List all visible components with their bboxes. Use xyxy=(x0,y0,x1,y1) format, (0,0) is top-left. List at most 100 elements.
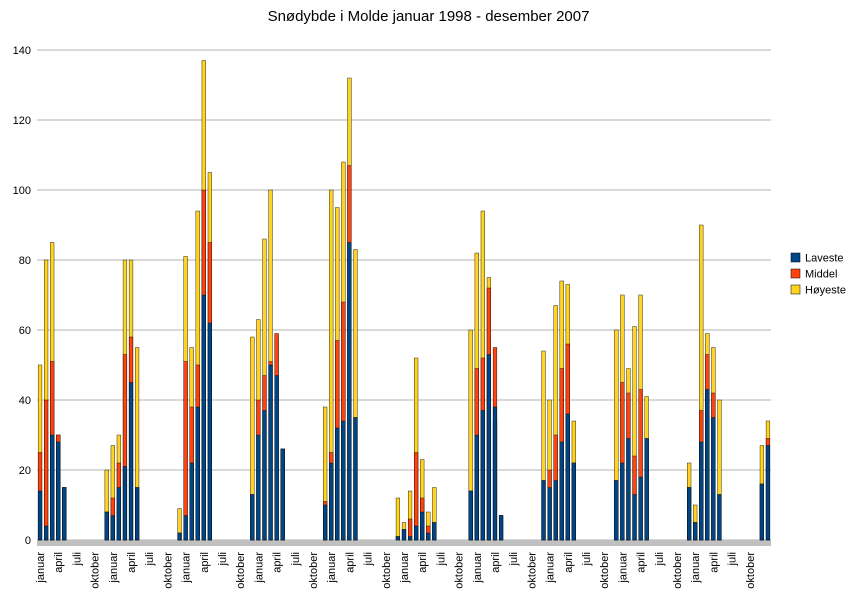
bar-laveste-26 xyxy=(195,406,200,541)
x-tick-label: juli xyxy=(144,552,156,566)
bar-laveste-98 xyxy=(632,494,637,541)
x-tick-label: april xyxy=(126,552,138,573)
x-tick-label: oktober xyxy=(308,552,320,589)
bar-laveste-50 xyxy=(341,420,346,541)
bar-laveste-74 xyxy=(486,354,492,541)
bar-laveste-4 xyxy=(62,487,67,541)
x-tick-label: januar xyxy=(326,552,338,584)
bar-laveste-112 xyxy=(717,494,722,541)
x-tick-label: juli xyxy=(435,552,447,566)
x-tick-label: januar xyxy=(399,552,411,584)
bars xyxy=(37,60,771,541)
y-tick-label: 0 xyxy=(25,535,31,547)
x-tick-label: oktober xyxy=(90,552,102,589)
bar-laveste-110 xyxy=(705,389,710,541)
bar-laveste-49 xyxy=(335,427,340,541)
bar-laveste-48 xyxy=(329,462,334,541)
x-tick-label: oktober xyxy=(235,552,247,589)
bar-laveste-99 xyxy=(638,476,643,541)
bar-laveste-60 xyxy=(401,529,407,541)
bar-laveste-14 xyxy=(122,466,128,541)
x-tick-label: januar xyxy=(472,552,484,584)
x-tick-label: juli xyxy=(508,552,520,566)
x-tick-label: juli xyxy=(363,552,375,566)
y-tick-label: 40 xyxy=(19,395,31,407)
gridlines xyxy=(37,49,771,541)
x-tick-label: januar xyxy=(253,552,265,584)
legend-label-middel: Middel xyxy=(805,269,837,281)
y-tick-label: 140 xyxy=(13,45,31,57)
bar-laveste-119 xyxy=(759,483,764,541)
y-tick-label: 80 xyxy=(19,255,31,267)
bar-laveste-100 xyxy=(644,438,649,541)
x-tick-label: april xyxy=(636,552,648,573)
x-tick-label: januar xyxy=(545,552,557,584)
x-tick-label: oktober xyxy=(381,552,393,589)
bar-laveste-83 xyxy=(541,480,546,541)
bar-laveste-64 xyxy=(426,532,431,541)
legend-swatch-høyeste xyxy=(790,284,801,295)
bar-laveste-87 xyxy=(565,413,570,541)
bar-laveste-25 xyxy=(189,462,194,541)
x-tick-label: april xyxy=(708,552,720,573)
bar-laveste-65 xyxy=(432,522,437,541)
x-tick-label: oktober xyxy=(454,552,466,589)
bar-laveste-107 xyxy=(687,487,692,541)
bar-laveste-63 xyxy=(420,511,425,541)
bar-laveste-52 xyxy=(353,417,358,541)
bar-laveste-37 xyxy=(262,410,267,541)
bar-laveste-47 xyxy=(323,504,328,541)
x-tick-label: januar xyxy=(108,552,120,584)
bar-laveste-111 xyxy=(711,417,716,541)
bar-laveste-85 xyxy=(553,480,558,541)
bar-laveste-2 xyxy=(50,434,55,541)
bar-middel-1 xyxy=(44,399,49,541)
bar-laveste-36 xyxy=(256,434,261,541)
bar-høyeste-59 xyxy=(395,497,401,541)
legend-label-laveste: Laveste xyxy=(805,253,844,265)
bar-laveste-15 xyxy=(128,382,134,541)
bar-laveste-72 xyxy=(474,434,479,541)
bar-laveste-39 xyxy=(274,375,279,541)
chart-title: Snødybde i Molde januar 1998 - desember … xyxy=(267,8,590,25)
bar-laveste-73 xyxy=(480,410,485,541)
x-tick-label: april xyxy=(417,552,429,573)
x-tick-label: juli xyxy=(71,552,83,566)
x-tick-label: juli xyxy=(217,552,229,566)
bar-laveste-88 xyxy=(571,462,576,541)
x-tick-label: juli xyxy=(290,552,302,566)
x-tick-label: oktober xyxy=(745,552,757,589)
bar-middel-24 xyxy=(183,361,188,541)
y-tick-label: 60 xyxy=(19,325,31,337)
x-axis-ticks: januar april juli oktober januar april juli okt… xyxy=(35,552,757,589)
bar-laveste-108 xyxy=(693,522,698,541)
bar-laveste-16 xyxy=(135,487,140,541)
x-tick-label: januar xyxy=(617,552,629,584)
bar-laveste-0 xyxy=(37,490,43,541)
bar-laveste-13 xyxy=(116,487,121,541)
x-tick-label: april xyxy=(199,552,211,573)
legend-swatch-middel xyxy=(790,268,801,279)
x-tick-label: april xyxy=(563,552,575,573)
legend: Laveste Middel Høyeste xyxy=(790,252,846,297)
x-tick-label: juli xyxy=(581,552,593,566)
bar-laveste-12 xyxy=(110,515,115,541)
bar-laveste-24 xyxy=(183,515,188,541)
bar-laveste-75 xyxy=(492,406,498,541)
y-tick-label: 120 xyxy=(13,115,31,127)
legend-swatch-laveste xyxy=(790,252,801,263)
bar-laveste-59 xyxy=(395,536,401,541)
x-tick-label: april xyxy=(344,552,356,573)
x-axis-floor xyxy=(37,540,771,546)
bar-laveste-62 xyxy=(414,525,419,541)
bar-laveste-38 xyxy=(268,364,273,541)
x-tick-label: oktober xyxy=(672,552,684,589)
bar-laveste-61 xyxy=(407,536,413,541)
bar-laveste-11 xyxy=(104,511,109,541)
bar-laveste-40 xyxy=(280,448,285,541)
bar-laveste-109 xyxy=(699,441,704,541)
x-tick-label: januar xyxy=(35,552,47,584)
bar-laveste-86 xyxy=(559,441,564,541)
bar-laveste-3 xyxy=(56,441,61,541)
